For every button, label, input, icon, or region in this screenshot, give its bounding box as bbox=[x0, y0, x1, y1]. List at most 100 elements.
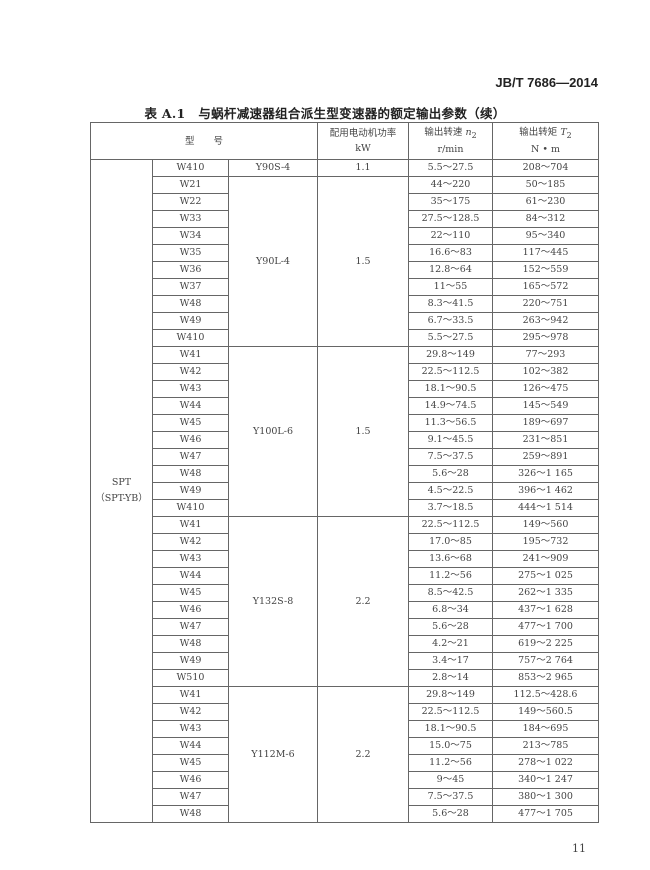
output-torque: 853～2 965 bbox=[492, 669, 599, 687]
output-speed: 11.2～56 bbox=[408, 567, 493, 585]
output-torque: 152～559 bbox=[492, 261, 599, 279]
output-speed: 11.3～56.5 bbox=[408, 414, 493, 432]
output-torque: 208～704 bbox=[492, 159, 599, 177]
rated-output-table: 型 号 配用电动机功率 kW 输出转速 n2 r/min 输出转矩 T2 N • m … bbox=[90, 122, 599, 823]
output-torque: 477～1 700 bbox=[492, 618, 599, 636]
table-row: W43 18.1～90.5 184～695 bbox=[91, 720, 599, 738]
torque-unit: N • m bbox=[531, 144, 560, 156]
reducer-model: W410 bbox=[152, 159, 229, 177]
output-speed: 22～110 bbox=[408, 227, 493, 245]
output-speed: 7.5～37.5 bbox=[408, 448, 493, 466]
output-speed: 5.5～27.5 bbox=[408, 159, 493, 177]
series-variant: （SPT-YB） bbox=[95, 493, 148, 504]
motor-model: Y90L-4 bbox=[228, 176, 318, 347]
reducer-model: W45 bbox=[152, 414, 229, 432]
output-speed: 22.5～112.5 bbox=[408, 703, 493, 721]
output-speed: 11.2～56 bbox=[408, 754, 493, 772]
output-torque: 437～1 628 bbox=[492, 601, 599, 619]
table-row: W47 7.5～37.5 380～1 300 bbox=[91, 788, 599, 806]
header-power: 配用电动机功率 kW bbox=[317, 122, 409, 160]
output-speed: 2.8～14 bbox=[408, 669, 493, 687]
output-torque: 380～1 300 bbox=[492, 788, 599, 806]
reducer-model: W410 bbox=[152, 499, 229, 517]
output-speed: 22.5～112.5 bbox=[408, 363, 493, 381]
reducer-model: W48 bbox=[152, 635, 229, 653]
reducer-model: W41 bbox=[152, 516, 229, 534]
motor-model: Y132S-8 bbox=[228, 516, 318, 687]
table-row: W46 6.8～34 437～1 628 bbox=[91, 601, 599, 619]
output-torque: 278～1 022 bbox=[492, 754, 599, 772]
output-speed: 15.0～75 bbox=[408, 737, 493, 755]
standard-number: JB/T 7686—2014 bbox=[495, 75, 598, 90]
reducer-model: W510 bbox=[152, 669, 229, 687]
output-speed: 5.6～28 bbox=[408, 465, 493, 483]
output-torque: 145～549 bbox=[492, 397, 599, 415]
output-torque: 61～230 bbox=[492, 193, 599, 211]
reducer-model: W410 bbox=[152, 329, 229, 347]
output-torque: 165～572 bbox=[492, 278, 599, 296]
output-speed: 11～55 bbox=[408, 278, 493, 296]
output-torque: 220～751 bbox=[492, 295, 599, 313]
output-torque: 102～382 bbox=[492, 363, 599, 381]
output-speed: 4.2～21 bbox=[408, 635, 493, 653]
output-torque: 149～560.5 bbox=[492, 703, 599, 721]
page-number: 11 bbox=[572, 842, 586, 855]
output-speed: 29.8～149 bbox=[408, 346, 493, 364]
output-speed: 5.5～27.5 bbox=[408, 329, 493, 347]
output-torque: 263～942 bbox=[492, 312, 599, 330]
output-torque: 84～312 bbox=[492, 210, 599, 228]
series-label: SPT （SPT-YB） bbox=[90, 159, 153, 823]
output-speed: 35～175 bbox=[408, 193, 493, 211]
motor-power: 2.2 bbox=[317, 516, 409, 687]
table-row: W410 5.5～27.5 295～978 bbox=[91, 329, 599, 347]
reducer-model: W37 bbox=[152, 278, 229, 296]
output-torque: 757～2 764 bbox=[492, 652, 599, 670]
output-speed: 7.5～37.5 bbox=[408, 788, 493, 806]
table-row: W49 3.4～17 757～2 764 bbox=[91, 652, 599, 670]
output-speed: 18.1～90.5 bbox=[408, 720, 493, 738]
output-speed: 22.5～112.5 bbox=[408, 516, 493, 534]
power-unit: kW bbox=[355, 143, 371, 154]
motor-model: Y100L-6 bbox=[228, 346, 318, 517]
output-speed: 8.3～41.5 bbox=[408, 295, 493, 313]
output-speed: 44～220 bbox=[408, 176, 493, 194]
table-row: W510 2.8～14 853～2 965 bbox=[91, 669, 599, 687]
reducer-model: W48 bbox=[152, 465, 229, 483]
motor-power: 1.5 bbox=[317, 346, 409, 517]
table-row: W22 35～175 61～230 bbox=[91, 193, 599, 211]
output-speed: 8.5～42.5 bbox=[408, 584, 493, 602]
output-torque: 275～1 025 bbox=[492, 567, 599, 585]
table-row: W34 22～110 95～340 bbox=[91, 227, 599, 245]
reducer-model: W47 bbox=[152, 448, 229, 466]
output-speed: 4.5～22.5 bbox=[408, 482, 493, 500]
reducer-model: W43 bbox=[152, 380, 229, 398]
table-row: W21 Y90L-4 1.5 44～220 50～185 bbox=[91, 176, 599, 347]
header-row: 型 号 配用电动机功率 kW 输出转速 n2 r/min 输出转矩 T2 N • m bbox=[90, 122, 599, 160]
table-row: W47 5.6～28 477～1 700 bbox=[91, 618, 599, 636]
reducer-model: W47 bbox=[152, 788, 229, 806]
reducer-model: W43 bbox=[152, 720, 229, 738]
reducer-model: W35 bbox=[152, 244, 229, 262]
reducer-model: W34 bbox=[152, 227, 229, 245]
header-torque: 输出转矩 T2 N • m bbox=[492, 122, 599, 160]
reducer-model: W48 bbox=[152, 805, 229, 823]
output-torque: 262～1 335 bbox=[492, 584, 599, 602]
table-row: W42 22.5～112.5 149～560.5 bbox=[91, 703, 599, 721]
motor-model: Y90S-4 bbox=[228, 159, 318, 177]
output-torque: 340～1 247 bbox=[492, 771, 599, 789]
table-row: W47 7.5～37.5 259～891 bbox=[91, 448, 599, 466]
output-torque: 259～891 bbox=[492, 448, 599, 466]
table-row: W410 3.7～18.5 444～1 514 bbox=[91, 499, 599, 517]
power-label: 配用电动机功率 bbox=[329, 128, 397, 139]
output-torque: 112.5～428.6 bbox=[492, 686, 599, 704]
table-row: W44 15.0～75 213～785 bbox=[91, 737, 599, 755]
reducer-model: W44 bbox=[152, 567, 229, 585]
output-speed: 3.4～17 bbox=[408, 652, 493, 670]
output-torque: 213～785 bbox=[492, 737, 599, 755]
output-torque: 231～851 bbox=[492, 431, 599, 449]
output-torque: 117～445 bbox=[492, 244, 599, 262]
output-speed: 18.1～90.5 bbox=[408, 380, 493, 398]
output-speed: 9.1～45.5 bbox=[408, 431, 493, 449]
reducer-model: W42 bbox=[152, 703, 229, 721]
table-row: W41 Y100L-6 1.5 29.8～149 77～293 bbox=[91, 346, 599, 517]
